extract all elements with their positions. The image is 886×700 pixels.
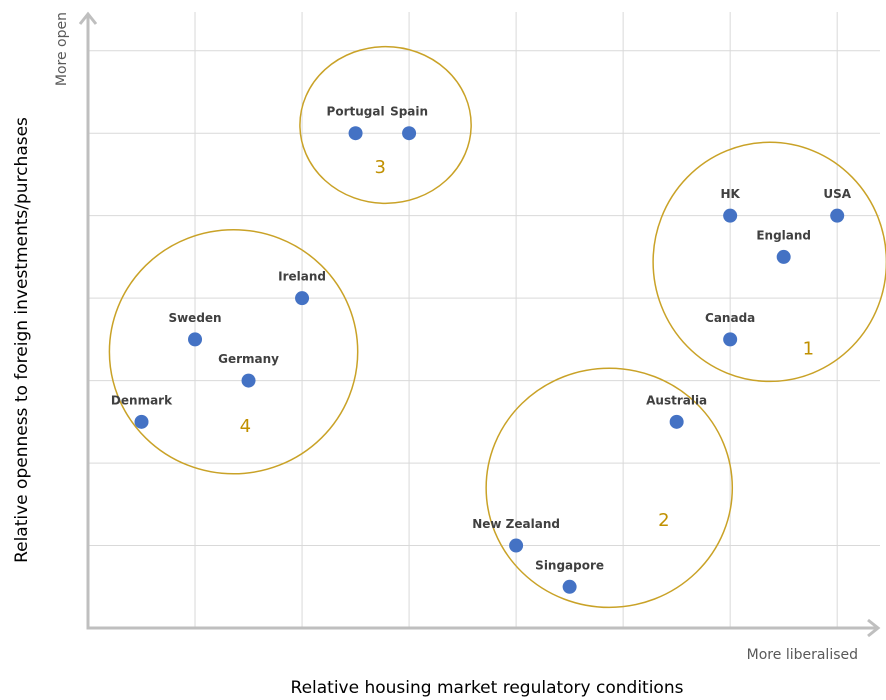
point-label: Portugal — [327, 105, 385, 119]
point-label: HK — [720, 187, 740, 201]
y-axis-title: Relative openness to foreign investments… — [12, 117, 32, 563]
point — [295, 291, 310, 306]
point — [188, 332, 203, 347]
point-label: Ireland — [278, 270, 326, 284]
point-label: Canada — [705, 311, 755, 325]
point — [562, 579, 577, 594]
point-label: Denmark — [111, 393, 173, 407]
point — [134, 414, 149, 429]
cluster-label: 4 — [240, 416, 251, 437]
cluster-circle — [299, 45, 472, 205]
point — [830, 208, 845, 223]
x-axis-title: Relative housing market regulatory condi… — [291, 678, 684, 698]
point-label: USA — [823, 187, 851, 201]
x-arrow — [867, 618, 881, 638]
point-label: Spain — [390, 105, 428, 119]
y-end-label: More open — [54, 12, 70, 86]
point — [723, 332, 738, 347]
point — [776, 249, 791, 264]
point — [723, 208, 738, 223]
cluster-circle — [652, 141, 886, 383]
x-end-label: More liberalised — [747, 647, 858, 663]
point-label: Australia — [646, 393, 707, 407]
point-label: Sweden — [168, 311, 221, 325]
point-label: Germany — [218, 352, 279, 366]
point — [241, 373, 256, 388]
y-arrow — [78, 11, 98, 25]
cluster-circle — [485, 367, 734, 609]
point — [402, 126, 417, 141]
point-label: New Zealand — [472, 517, 560, 531]
cluster-label: 3 — [374, 157, 385, 178]
point — [669, 414, 684, 429]
point — [348, 126, 363, 141]
cluster-label: 2 — [658, 510, 669, 531]
point-label: Singapore — [535, 558, 604, 572]
cluster-label: 1 — [803, 338, 814, 359]
cluster-circle — [108, 228, 359, 475]
point-label: England — [756, 228, 811, 242]
axes — [86, 14, 878, 630]
point — [509, 538, 524, 553]
